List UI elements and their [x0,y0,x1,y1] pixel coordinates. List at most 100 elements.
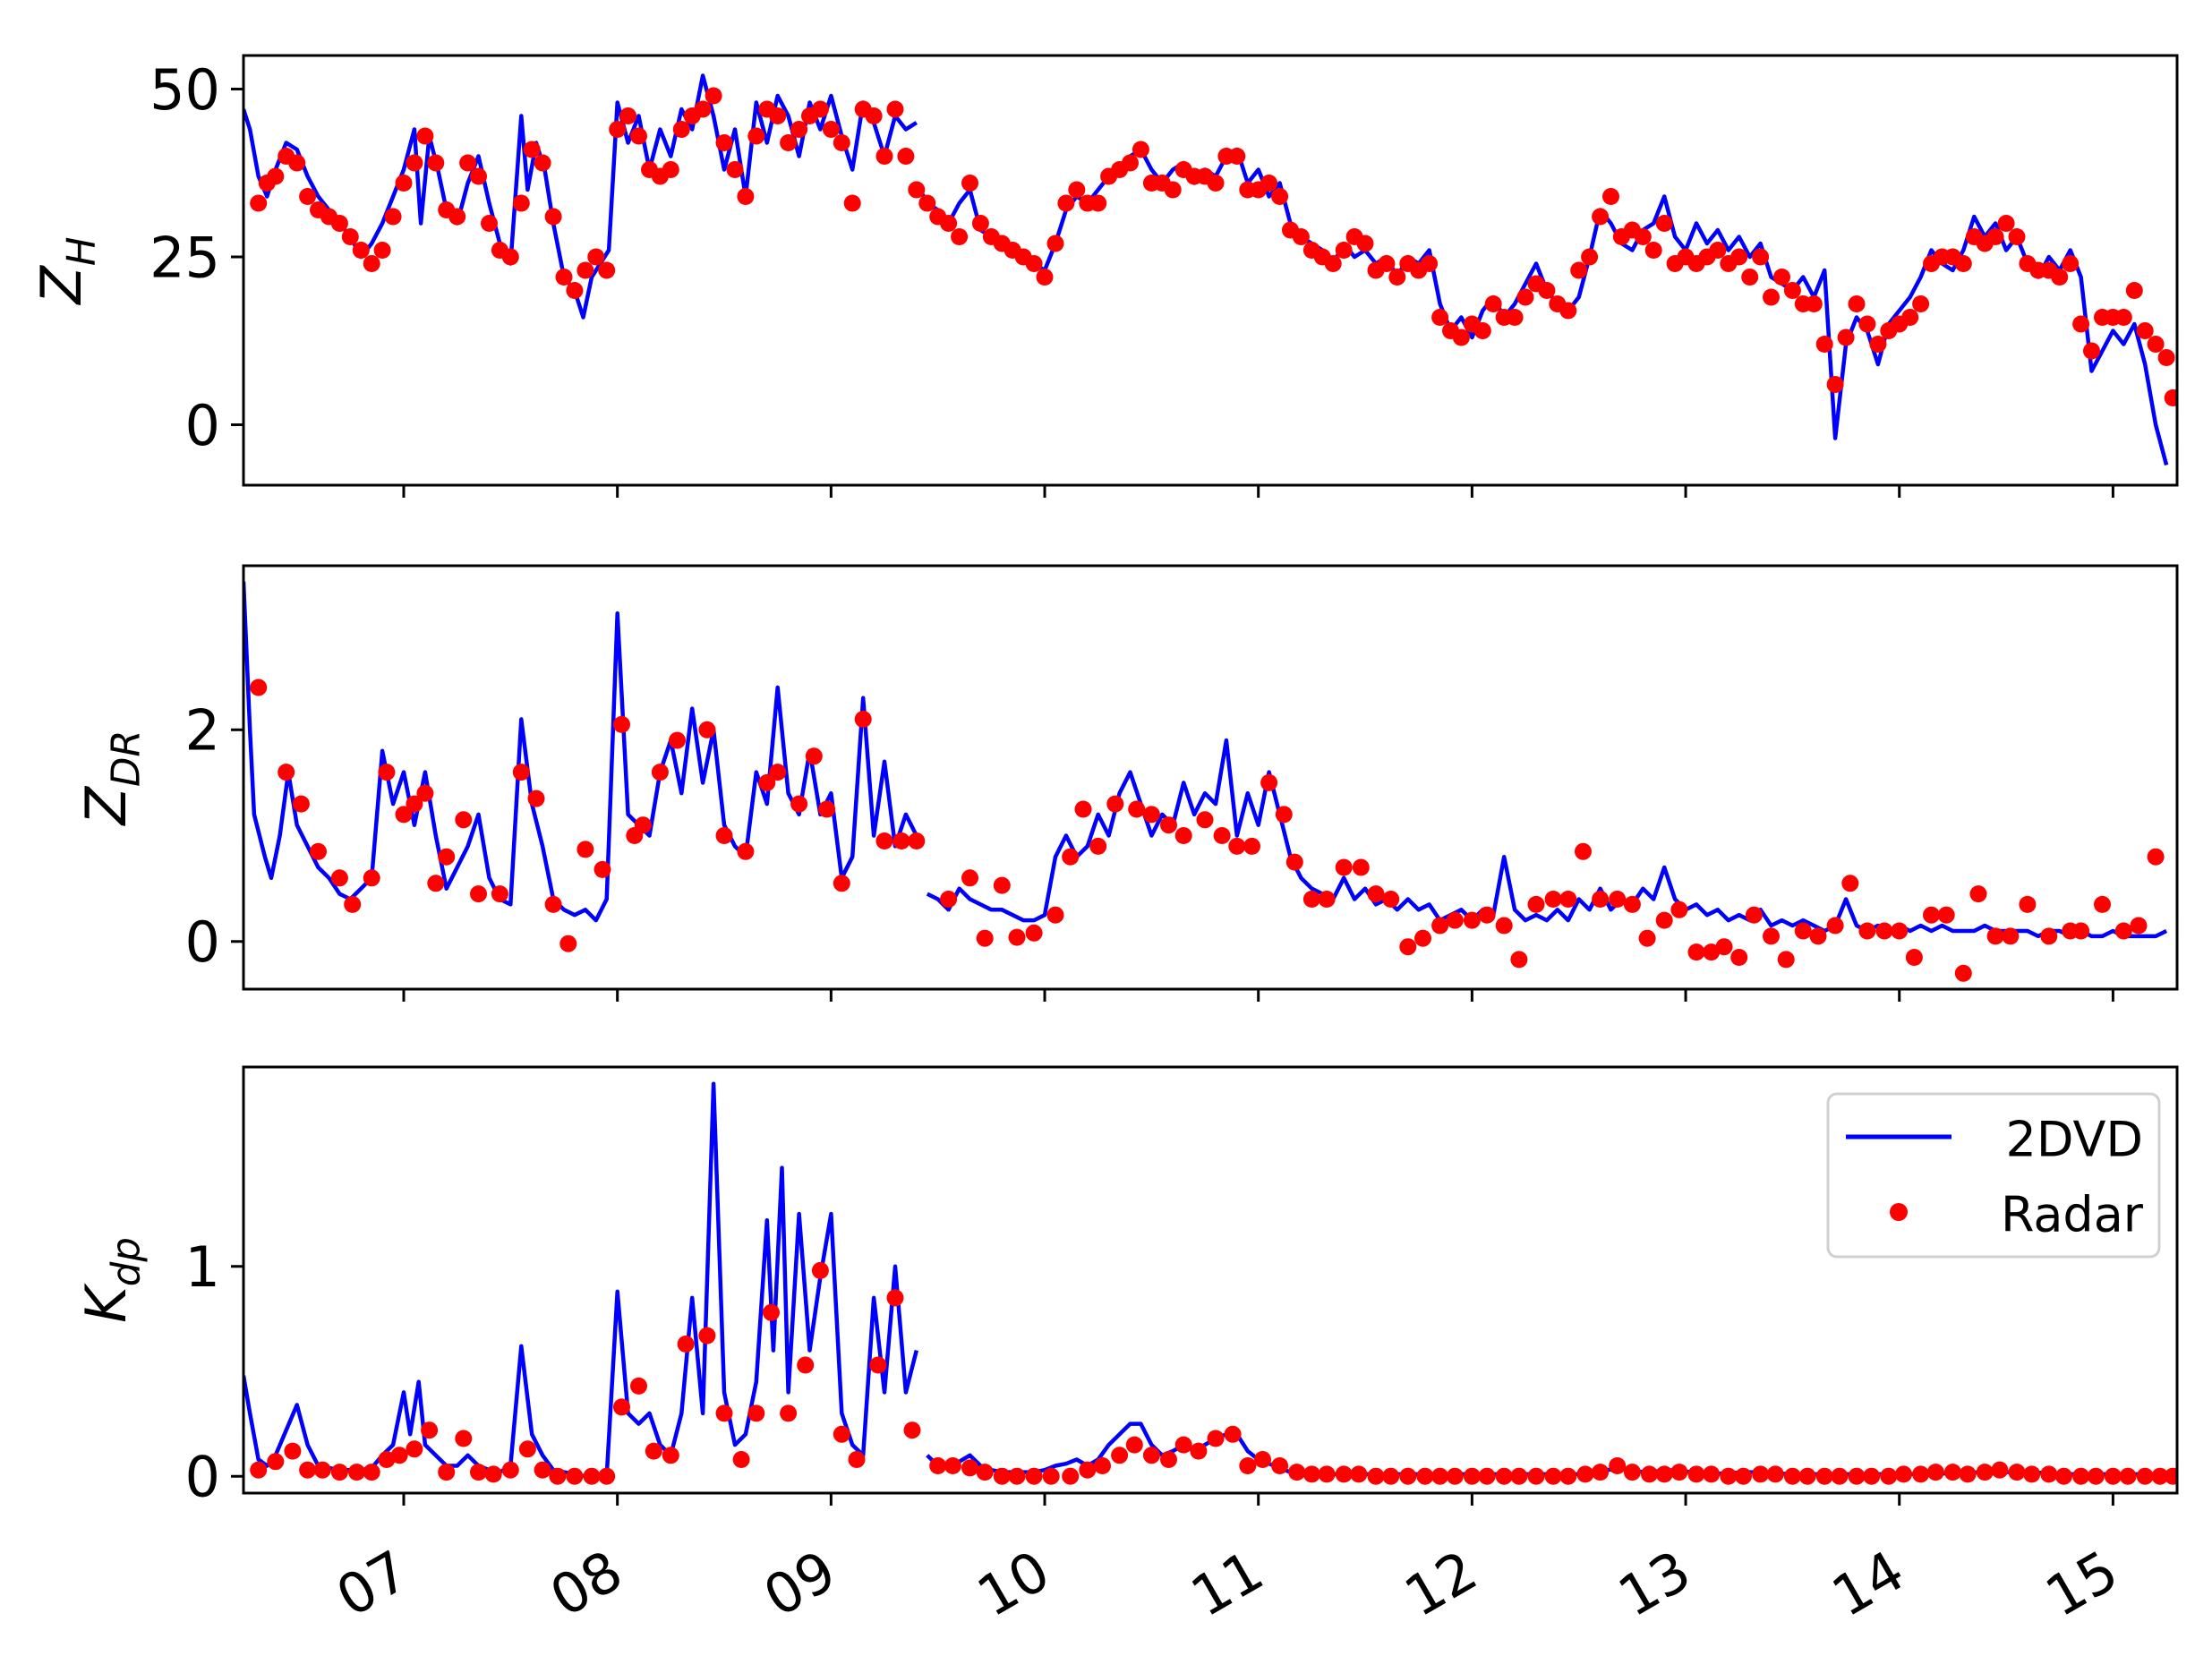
radar-point [1367,1467,1385,1485]
radar-point [865,107,883,124]
radar-point [1271,1457,1289,1474]
radar-point [1544,891,1562,908]
panel-0: 0 25 50 ZH [29,54,2179,498]
radar-point [299,1461,317,1479]
radar-point [1912,295,1930,312]
radar-point [1794,922,1812,940]
radar-point [1008,928,1026,946]
radar-point [1670,901,1688,918]
radar-point [598,261,616,279]
radar-point [1446,1467,1464,1485]
radar-point [1959,1465,1977,1483]
radar-point [470,167,487,185]
radar-point [1798,1467,1816,1485]
radar-point [1773,269,1790,286]
radar-point [1841,875,1859,892]
radar-point [833,1425,850,1443]
radar-point [1943,1464,1961,1481]
radar-point [886,1289,904,1307]
legend: 2DVD Radar [1826,1092,2161,1259]
radar-point [737,842,755,860]
radar-point [1815,1467,1833,1485]
radar-point [1863,1467,1881,1485]
radar-point [763,1303,780,1321]
radar-point [1228,837,1246,855]
radar-point [1399,938,1417,956]
radar-point [1495,917,1513,935]
legend-label: Radar [2001,1187,2144,1243]
radar-point [797,1356,815,1374]
radar-point [427,154,445,172]
radar-point [406,154,423,172]
radar-point [630,127,647,145]
radar-point [1062,1467,1080,1485]
radar-point [886,100,904,118]
x-tick-label: 08 [539,1538,633,1630]
radar-point [594,860,611,878]
radar-point [390,1447,408,1464]
radar-point [1826,376,1844,393]
radar-point [2023,1465,2041,1483]
radar-point [512,194,530,212]
radar-point [384,208,402,226]
radar-point [1644,242,1662,259]
radar-point [1858,922,1876,940]
radar-point [1324,255,1342,272]
y-axis-label-main: Z [73,786,139,827]
radar-point [1160,816,1177,834]
radar-point [2062,255,2080,272]
radar-point [373,242,391,259]
y-tick-label: 50 [149,57,220,123]
radar-point [609,121,627,138]
radar-point [1318,1465,1336,1483]
radar-point [278,764,295,781]
radar-point [378,1451,396,1468]
radar-point [576,841,594,858]
radar-point [395,806,413,824]
y-axis-label-main: K [73,1283,139,1323]
radar-point [892,832,910,849]
radar-point [455,1430,473,1447]
radar-point [737,188,755,205]
radar-point [1815,336,1833,353]
radar-point [1057,194,1075,212]
radar-point [566,282,584,299]
radar-point [651,764,669,781]
radar-point [1132,141,1149,158]
radar-point [576,261,594,279]
radar-point [1008,1467,1026,1485]
radar-point [1575,842,1592,860]
radar-point [1623,895,1641,913]
radar-point [976,929,994,947]
panel-2: 0 1 07 08 09 10 11 12 13 14 15 Kdp 2DVD Radar [73,1065,2179,1630]
radar-point [961,175,978,192]
radar-point [1826,917,1844,935]
radar-point [634,816,652,834]
radar-point [1089,194,1107,212]
plot-area [243,1081,2177,1485]
radar-point [2094,895,2111,913]
radar-point [1125,1436,1143,1454]
x-tick-label: 11 [1180,1538,1274,1630]
radar-point [2072,922,2090,940]
radar-point [1478,1467,1496,1485]
2dvd-line-segment [914,147,2169,466]
radar-point [1285,853,1303,871]
radar-point [1901,309,1919,326]
radar-point [1837,329,1855,346]
radar-point [918,194,936,212]
radar-point [1367,885,1385,903]
radar-point [2136,322,2154,339]
radar-point [1431,309,1449,326]
radar-point [715,827,733,844]
radar-point [698,1327,716,1344]
radar-point [1592,1464,1610,1481]
radar-point [2072,315,2090,333]
radar-point [822,121,840,138]
radar-point [1783,1467,1801,1485]
radar-point [330,869,348,887]
radar-point [908,832,926,849]
radar-point [1720,1467,1738,1485]
radar-point [1703,943,1721,961]
radar-point [1687,943,1705,961]
